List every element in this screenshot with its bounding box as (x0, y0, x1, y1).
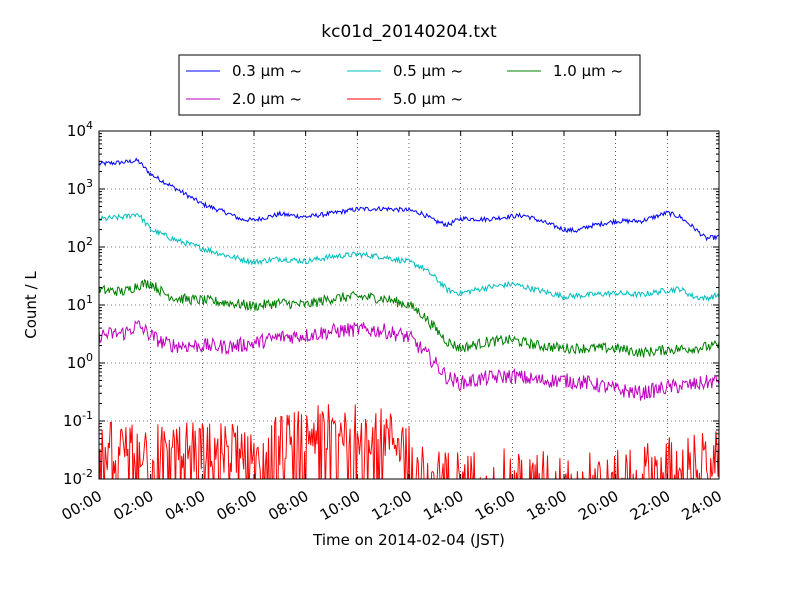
legend-suffix: ~ (446, 62, 463, 80)
y-tick-label: 10-1 (63, 409, 93, 430)
series-line-4 (99, 404, 719, 479)
legend: 0.3 μm ~0.5 μm ~1.0 μm ~2.0 μm ~5.0 μm ~ (178, 54, 641, 116)
legend-label-1: 0.5 μm ~ (393, 62, 463, 80)
series-line-3 (99, 320, 719, 401)
legend-suffix: ~ (285, 62, 302, 80)
legend-series-name: 1.0 μm (553, 62, 606, 80)
legend-series-name: 2.0 μm (232, 90, 285, 108)
y-tick-label: 10-2 (63, 467, 93, 488)
y-tick-label: 102 (67, 235, 93, 256)
y-tick-label: 100 (67, 351, 93, 372)
legend-label-4: 5.0 μm ~ (393, 90, 463, 108)
y-tick-exponent: 1 (86, 293, 93, 306)
tick-layer (98, 130, 720, 480)
y-tick-label: 101 (67, 293, 93, 314)
legend-label-0: 0.3 μm ~ (232, 62, 302, 80)
legend-series-name: 0.3 μm (232, 62, 285, 80)
grid-layer (99, 131, 719, 479)
series-line-2 (99, 278, 719, 358)
y-tick-label: 104 (67, 119, 93, 140)
y-tick-base: 10 (63, 470, 82, 488)
y-tick-exponent: 4 (86, 119, 93, 132)
y-tick-base: 10 (67, 122, 86, 140)
legend-suffix: ~ (606, 62, 623, 80)
x-axis-label: Time on 2014-02-04 (JST) (312, 531, 505, 549)
y-tick-exponent: 2 (86, 235, 93, 248)
y-tick-exponent: 3 (86, 177, 93, 190)
legend-suffix: ~ (285, 90, 302, 108)
legend-frame (178, 54, 641, 116)
chart-title: kc01d_20140204.txt (321, 22, 497, 42)
legend-series-name: 0.5 μm (393, 62, 446, 80)
y-tick-exponent: -2 (82, 467, 93, 480)
legend-label-3: 2.0 μm ~ (232, 90, 302, 108)
legend-suffix: ~ (446, 90, 463, 108)
series-line-0 (99, 157, 719, 242)
y-tick-base: 10 (67, 354, 86, 372)
y-tick-base: 10 (67, 180, 86, 198)
y-axis-label: Count / L (22, 271, 40, 339)
y-tick-exponent: -1 (82, 409, 93, 422)
series-layer (99, 157, 719, 479)
y-tick-exponent: 0 (86, 351, 93, 364)
series-line-1 (99, 213, 719, 303)
legend-series-name: 5.0 μm (393, 90, 446, 108)
legend-label-2: 1.0 μm ~ (553, 62, 623, 80)
y-tick-base: 10 (63, 412, 82, 430)
y-tick-base: 10 (67, 238, 86, 256)
y-tick-base: 10 (67, 296, 86, 314)
y-tick-label: 103 (67, 177, 93, 198)
